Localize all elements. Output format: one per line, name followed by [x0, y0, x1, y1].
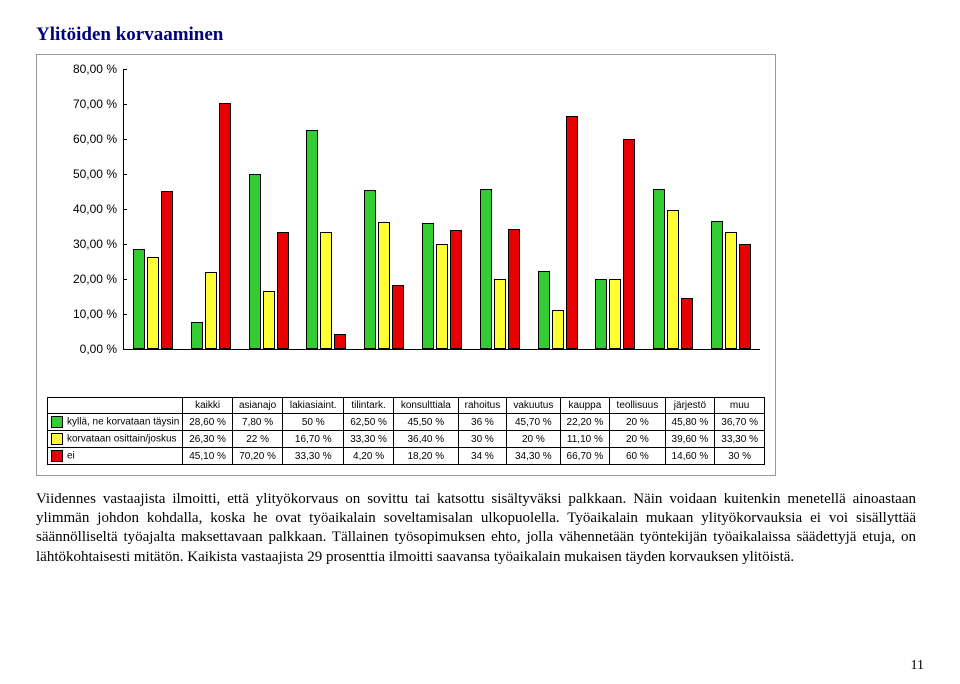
bar — [508, 229, 520, 349]
legend-swatch — [51, 433, 63, 445]
bar — [277, 232, 289, 349]
bar — [306, 130, 318, 349]
bar — [364, 190, 376, 349]
category-header: konsulttiala — [393, 398, 458, 414]
y-tick: 50,00 % — [37, 168, 123, 180]
bar — [392, 285, 404, 349]
bar — [263, 291, 275, 349]
data-cell: 7,80 % — [232, 414, 282, 431]
bar — [147, 257, 159, 349]
y-tick: 70,00 % — [37, 98, 123, 110]
data-cell: 34 % — [458, 448, 506, 465]
data-cell: 70,20 % — [232, 448, 282, 465]
category-header: järjestö — [665, 398, 715, 414]
data-cell: 16,70 % — [283, 431, 344, 448]
data-cell: 66,70 % — [560, 448, 610, 465]
category-header: tilintark. — [344, 398, 394, 414]
bar — [566, 116, 578, 349]
bar — [161, 191, 173, 349]
data-cell: 62,50 % — [344, 414, 394, 431]
bar — [436, 244, 448, 349]
bar — [422, 223, 434, 349]
bar — [667, 210, 679, 349]
body-paragraph: Viidennes vastaajista ilmoitti, että yli… — [36, 490, 916, 567]
data-cell: 45,80 % — [665, 414, 715, 431]
bar — [133, 249, 145, 349]
category-header: kaikki — [183, 398, 233, 414]
data-cell: 36,70 % — [715, 414, 765, 431]
data-cell: 39,60 % — [665, 431, 715, 448]
category-header: lakiasiaint. — [283, 398, 344, 414]
data-cell: 30 % — [458, 431, 506, 448]
data-cell: 33,30 % — [344, 431, 394, 448]
bar — [711, 221, 723, 349]
bar — [653, 189, 665, 349]
data-cell: 36,40 % — [393, 431, 458, 448]
bar — [219, 103, 231, 349]
data-cell: 45,50 % — [393, 414, 458, 431]
bar — [681, 298, 693, 349]
y-tick: 30,00 % — [37, 238, 123, 250]
y-tick: 80,00 % — [37, 63, 123, 75]
legend-label: ei — [48, 448, 183, 465]
y-tick: 0,00 % — [37, 343, 123, 355]
y-tick: 10,00 % — [37, 308, 123, 320]
data-cell: 33,30 % — [283, 448, 344, 465]
bar-chart: 0,00 % 10,00 % 20,00 % 30,00 % 40,00 % 50,00 … — [36, 54, 776, 476]
data-cell: 36 % — [458, 414, 506, 431]
bar — [334, 334, 346, 349]
legend-label: kyllä, ne korvataan täysin — [48, 414, 183, 431]
category-header: vakuutus — [507, 398, 560, 414]
y-tick: 40,00 % — [37, 203, 123, 215]
data-cell: 60 % — [610, 448, 665, 465]
legend-swatch — [51, 416, 63, 428]
data-cell: 11,10 % — [560, 431, 610, 448]
category-header: teollisuus — [610, 398, 665, 414]
category-header: kauppa — [560, 398, 610, 414]
data-cell: 28,60 % — [183, 414, 233, 431]
data-cell: 18,20 % — [393, 448, 458, 465]
data-cell: 45,70 % — [507, 414, 560, 431]
data-cell: 20 % — [507, 431, 560, 448]
bar — [538, 271, 550, 349]
data-cell: 50 % — [283, 414, 344, 431]
legend-label: korvataan osittain/joskus — [48, 431, 183, 448]
data-cell: 20 % — [610, 414, 665, 431]
data-cell: 20 % — [610, 431, 665, 448]
bar — [205, 272, 217, 349]
data-cell: 22,20 % — [560, 414, 610, 431]
category-header: asianajo — [232, 398, 282, 414]
bar — [725, 232, 737, 349]
plot-area — [123, 69, 760, 350]
data-table: kaikkiasianajolakiasiaint.tilintark.kons… — [47, 397, 765, 465]
data-cell: 45,10 % — [183, 448, 233, 465]
page-title: Ylitöiden korvaaminen — [36, 24, 924, 46]
bar — [249, 174, 261, 349]
bar — [450, 230, 462, 349]
bar — [623, 139, 635, 349]
data-cell: 22 % — [232, 431, 282, 448]
data-cell: 26,30 % — [183, 431, 233, 448]
category-header: rahoitus — [458, 398, 506, 414]
y-tick: 60,00 % — [37, 133, 123, 145]
legend-swatch — [51, 450, 63, 462]
data-cell: 30 % — [715, 448, 765, 465]
category-header: muu — [715, 398, 765, 414]
page-number: 11 — [911, 658, 924, 674]
bar — [494, 279, 506, 349]
bar — [595, 279, 607, 349]
data-cell: 34,30 % — [507, 448, 560, 465]
data-cell: 4,20 % — [344, 448, 394, 465]
bar — [480, 189, 492, 349]
data-cell: 14,60 % — [665, 448, 715, 465]
bar — [552, 310, 564, 349]
y-tick: 20,00 % — [37, 273, 123, 285]
bar — [191, 322, 203, 349]
bar — [320, 232, 332, 349]
bar — [739, 244, 751, 349]
bar — [378, 222, 390, 349]
bar — [609, 279, 621, 349]
data-cell: 33,30 % — [715, 431, 765, 448]
